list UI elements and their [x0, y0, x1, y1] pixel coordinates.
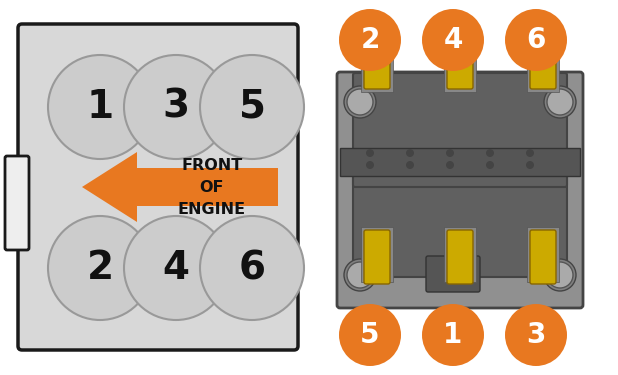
Circle shape	[339, 9, 401, 71]
Circle shape	[347, 89, 373, 115]
Circle shape	[344, 86, 376, 118]
Circle shape	[124, 55, 228, 159]
FancyBboxPatch shape	[530, 35, 556, 89]
Text: 5: 5	[239, 88, 266, 126]
Circle shape	[366, 149, 374, 157]
FancyBboxPatch shape	[353, 163, 567, 277]
Bar	[444, 227, 476, 282]
Bar	[340, 148, 580, 176]
Bar	[361, 37, 393, 92]
FancyBboxPatch shape	[5, 156, 29, 250]
FancyBboxPatch shape	[530, 230, 556, 284]
Text: 4: 4	[443, 26, 463, 54]
Circle shape	[446, 161, 454, 169]
Bar	[527, 227, 559, 282]
FancyBboxPatch shape	[353, 73, 567, 187]
Circle shape	[526, 161, 534, 169]
FancyBboxPatch shape	[337, 72, 583, 308]
Circle shape	[422, 304, 484, 366]
Bar	[361, 227, 393, 282]
Text: 5: 5	[360, 321, 379, 349]
FancyArrow shape	[82, 152, 278, 222]
Circle shape	[446, 149, 454, 157]
FancyBboxPatch shape	[447, 35, 473, 89]
Text: 3: 3	[527, 321, 546, 349]
Circle shape	[124, 216, 228, 320]
Text: 2: 2	[87, 249, 114, 287]
FancyBboxPatch shape	[364, 230, 390, 284]
FancyBboxPatch shape	[426, 256, 480, 292]
Circle shape	[547, 262, 573, 288]
Text: 1: 1	[87, 88, 114, 126]
Circle shape	[544, 259, 576, 291]
FancyBboxPatch shape	[447, 230, 473, 284]
Circle shape	[422, 9, 484, 71]
Circle shape	[406, 161, 414, 169]
Circle shape	[544, 86, 576, 118]
Bar	[444, 37, 476, 92]
Circle shape	[200, 216, 304, 320]
Circle shape	[366, 161, 374, 169]
Circle shape	[547, 89, 573, 115]
Circle shape	[347, 262, 373, 288]
Circle shape	[486, 161, 494, 169]
Text: 6: 6	[527, 26, 546, 54]
Circle shape	[344, 259, 376, 291]
Circle shape	[406, 149, 414, 157]
Circle shape	[48, 55, 152, 159]
Circle shape	[339, 304, 401, 366]
Circle shape	[200, 55, 304, 159]
FancyBboxPatch shape	[364, 35, 390, 89]
Bar	[527, 37, 559, 92]
Text: 1: 1	[443, 321, 463, 349]
Circle shape	[505, 304, 567, 366]
Circle shape	[486, 149, 494, 157]
Text: 4: 4	[163, 249, 190, 287]
Circle shape	[505, 9, 567, 71]
Text: 6: 6	[239, 249, 266, 287]
Text: 3: 3	[163, 88, 190, 126]
Text: 2: 2	[360, 26, 379, 54]
Text: OF: OF	[200, 180, 224, 195]
Text: ENGINE: ENGINE	[178, 201, 246, 216]
FancyBboxPatch shape	[18, 24, 298, 350]
Circle shape	[48, 216, 152, 320]
Text: easyautodiagnostics.com: easyautodiagnostics.com	[346, 194, 514, 207]
Text: FRONT: FRONT	[181, 158, 243, 172]
Circle shape	[526, 149, 534, 157]
